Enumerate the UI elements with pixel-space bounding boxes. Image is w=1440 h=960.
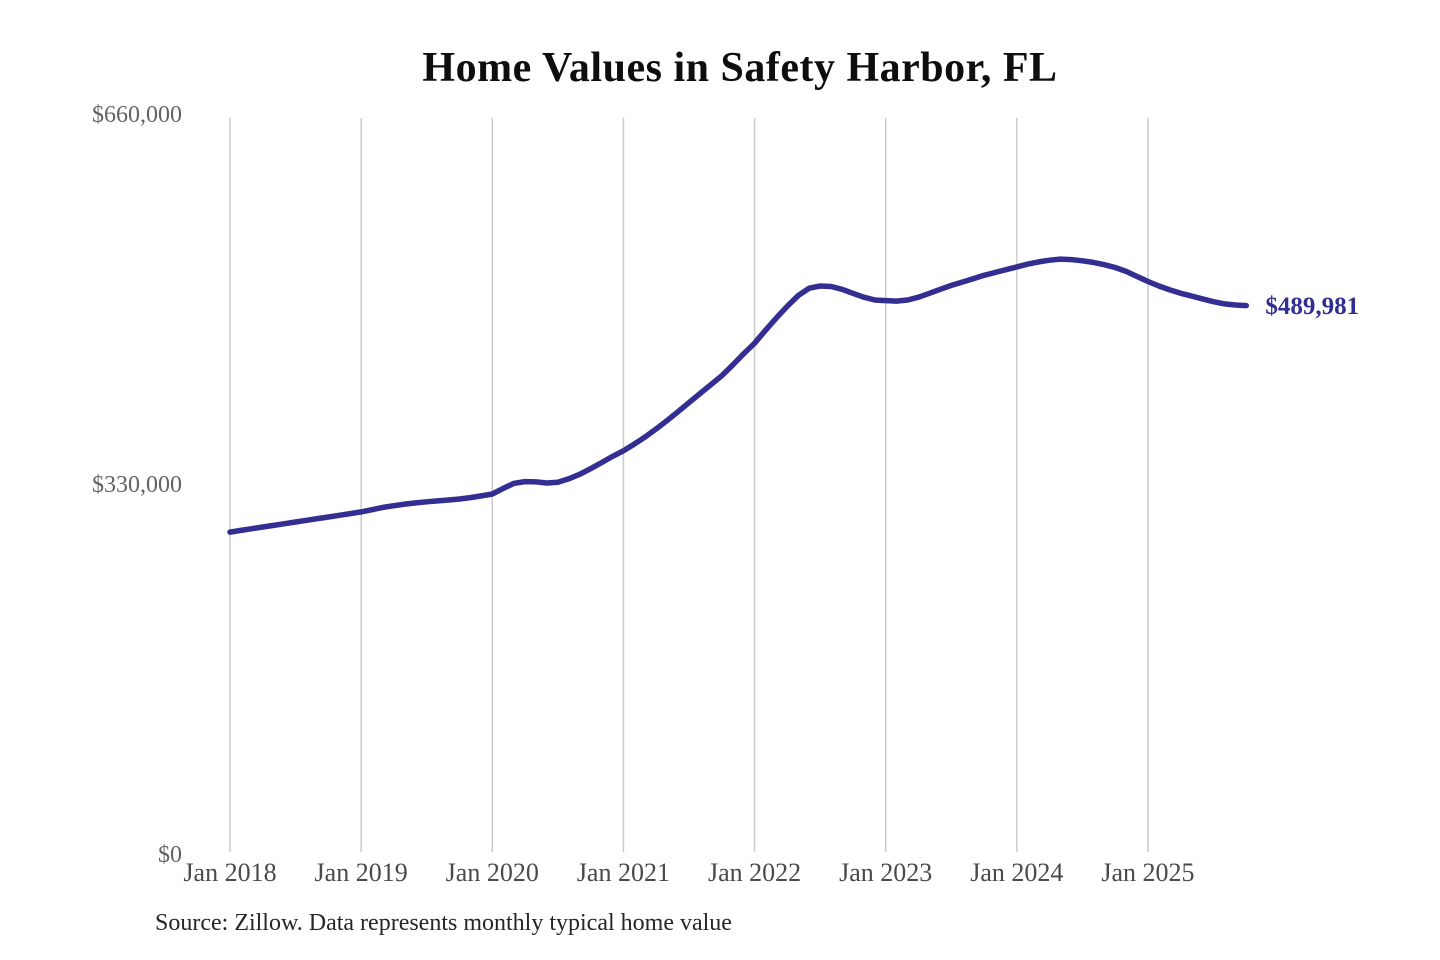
x-axis-label-jan-2025: Jan 2025 [1101, 858, 1195, 887]
end-value-label: $489,981 [1265, 292, 1360, 320]
x-axis-label-jan-2022: Jan 2022 [707, 858, 802, 887]
x-axis-label-jan-2024: Jan 2024 [970, 858, 1064, 887]
page-title: Home Values in Safety Harbor, FL [422, 45, 1058, 91]
x-axis-label-jan-2023: Jan 2023 [839, 858, 933, 887]
home-value-line [227, 256, 1250, 535]
y-axis-label-0: $0 [158, 842, 182, 868]
x-axis-label-jan-2018: Jan 2018 [183, 858, 277, 887]
vertical-gridlines [229, 118, 1149, 852]
source-note: Source: Zillow. Data represents monthly … [155, 910, 732, 936]
x-axis-label-jan-2021: Jan 2021 [576, 858, 670, 887]
x-axis-label-jan-2020: Jan 2020 [445, 858, 539, 887]
y-axis-label-330000: $330,000 [92, 472, 182, 498]
y-axis-label-660000: $660,000 [92, 102, 182, 128]
x-axis-label-jan-2019: Jan 2019 [314, 858, 408, 887]
